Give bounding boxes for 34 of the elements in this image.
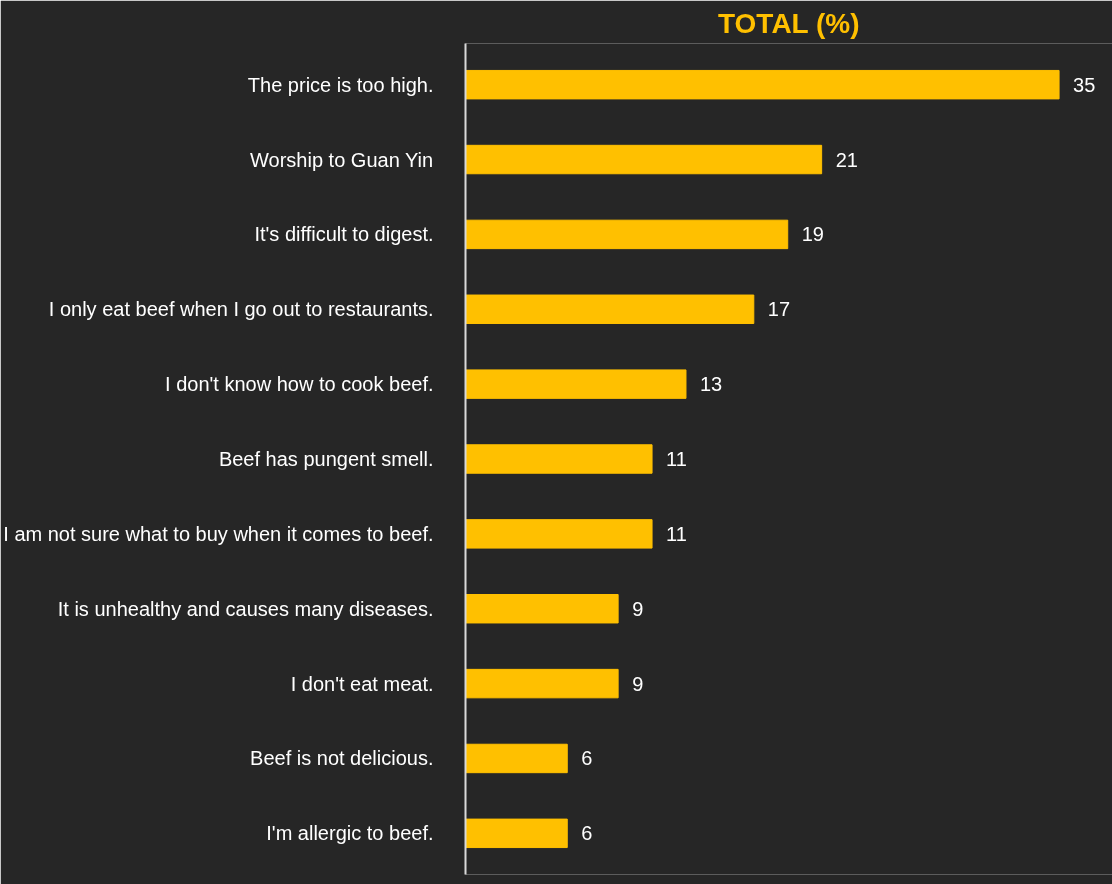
y-tick-label: I am not sure what to buy when it comes to beef. [3,522,434,545]
data-label: 9 [632,597,644,620]
chart-title: TOTAL (%) [717,7,860,39]
y-tick-label: It is unhealthy and causes many diseases. [57,597,434,620]
bar [465,668,619,699]
y-tick-label: Worship to Guan Yin [250,148,434,171]
bar [465,818,568,849]
data-label: 6 [581,822,593,845]
data-label: 13 [699,373,723,396]
y-tick-label: I only eat beef when I go out to restaurants. [48,298,434,321]
bar [465,743,568,774]
bar [465,144,823,175]
y-tick-label: I don't eat meat. [290,672,434,695]
y-tick-label: I don't know how to cook beef. [165,373,434,396]
data-label: 11 [666,448,687,470]
y-tick-label: I'm allergic to beef. [266,822,434,845]
bar [465,594,619,624]
bar [465,294,755,324]
data-label: 11 [666,522,687,545]
bar [465,444,653,474]
data-label: 6 [581,747,593,770]
data-label: 35 [1073,73,1096,96]
data-label: 9 [632,672,644,695]
y-tick-label: Beef has pungent smell. [218,448,434,470]
data-label: 17 [767,298,791,321]
bar [465,369,687,399]
y-tick-label: Beef is not delicious. [250,747,434,770]
bar [465,69,1060,100]
bar [465,219,789,250]
data-label: 19 [801,223,824,246]
bar [465,519,653,549]
data-label: 21 [835,148,858,171]
y-tick-label: It's difficult to digest. [254,223,434,246]
y-tick-label: The price is too high. [247,73,434,96]
